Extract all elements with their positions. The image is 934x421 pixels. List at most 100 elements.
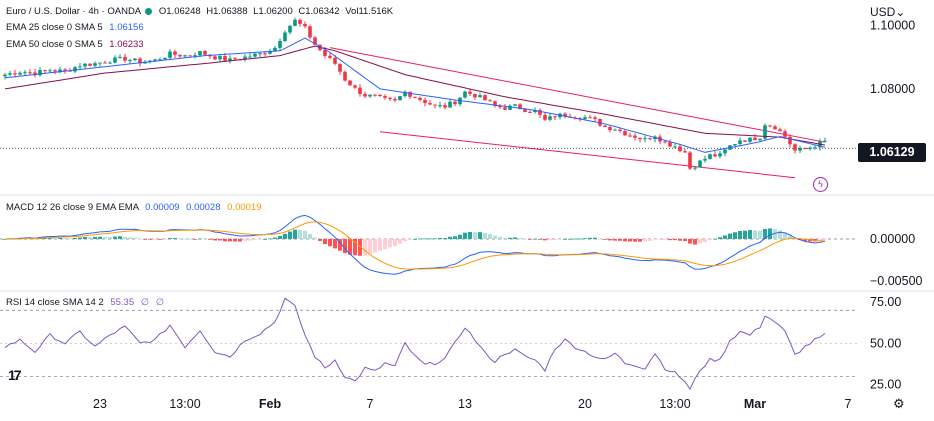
candle-body	[3, 74, 7, 77]
candle-body	[618, 129, 622, 131]
candle-body	[388, 97, 392, 99]
candle-body	[643, 138, 647, 140]
axes: 1.10000 1.08000 0.00000 −0.00500 75.00 50.00 2…	[93, 18, 922, 411]
macd-histogram-bar	[723, 235, 727, 239]
macd-histogram-bar	[78, 237, 82, 239]
macd-histogram-bar	[313, 237, 317, 239]
ohlc-values: O1.06248 H1.06388 L1.06200 C1.06342 Vol1…	[159, 6, 396, 17]
candle-body	[638, 137, 642, 140]
currency-selector[interactable]: USD⌄	[870, 5, 905, 19]
tradingview-logo-icon[interactable]: 17	[8, 367, 22, 383]
candle-body	[78, 66, 82, 68]
macd-histogram-bar	[338, 238, 342, 251]
rsi-legend[interactable]: RSI 14 close SMA 14 2 55.35 ∅ ∅	[6, 297, 164, 309]
candle-body	[448, 101, 452, 108]
candle-body	[48, 70, 52, 72]
candle-body	[788, 136, 792, 145]
macd-histogram-bar	[643, 238, 647, 242]
candle-body	[748, 137, 752, 142]
macd-histogram-bar	[758, 230, 762, 239]
ema50-legend[interactable]: EMA 50 close 0 SMA 5 1.06233	[6, 39, 144, 51]
macd-histogram-bar	[818, 238, 822, 241]
candle-body	[393, 98, 397, 101]
candle-body	[398, 96, 402, 101]
macd-histogram-bar	[158, 238, 162, 240]
candle-body	[273, 47, 277, 52]
candle-body	[173, 51, 177, 55]
macd-histogram-bar	[413, 238, 417, 240]
candle-body	[683, 151, 687, 153]
candle-body	[488, 100, 492, 102]
macd-legend[interactable]: MACD 12 26 close 9 EMA EMA 0.00009 0.000…	[6, 202, 261, 214]
ema25-legend[interactable]: EMA 25 close 0 SMA 5 1.06156	[6, 22, 144, 34]
macd-histogram-bar	[518, 237, 522, 239]
price-pane[interactable]	[0, 17, 858, 179]
candle-body	[28, 72, 32, 74]
macd-histogram-bar	[608, 238, 612, 241]
macd-histogram-bar	[63, 238, 67, 239]
lightning-icon[interactable]: ϟ	[813, 177, 828, 192]
candle-body	[248, 56, 252, 58]
macd-value: 0.00009	[145, 202, 180, 213]
macd-histogram-bar	[213, 238, 217, 241]
candle-body	[453, 101, 457, 105]
macd-histogram-bar	[633, 238, 637, 242]
macd-histogram-bar	[578, 238, 582, 240]
macd-histogram-bar	[498, 236, 502, 239]
macd-pane[interactable]	[0, 214, 858, 275]
candle-body	[133, 58, 137, 61]
candle-body	[463, 91, 467, 98]
candle-body	[268, 51, 272, 54]
candle-body	[83, 63, 87, 67]
candle-body	[58, 69, 62, 72]
macd-histogram-bar	[398, 238, 402, 244]
candle-body	[823, 140, 827, 142]
macd-histogram-bar	[778, 230, 782, 239]
candle-body	[663, 141, 667, 143]
candle-body	[698, 160, 702, 168]
candle-body	[168, 51, 172, 58]
macd-histogram-bar	[478, 232, 482, 239]
candle-body	[118, 56, 122, 58]
macd-histogram-bar	[248, 238, 252, 241]
time-tick-label: Feb	[259, 397, 282, 411]
gear-icon[interactable]: ⚙	[893, 396, 905, 411]
macd-histogram-bar	[728, 233, 732, 239]
macd-histogram-bar	[788, 235, 792, 239]
macd-histogram-bar	[183, 238, 187, 240]
grid	[0, 194, 934, 292]
candle-body	[328, 55, 332, 58]
macd-histogram-bar	[613, 238, 617, 241]
close-value: C1.06342	[298, 6, 340, 17]
rsi-pane[interactable]	[0, 297, 858, 391]
macd-histogram-bar	[298, 229, 302, 239]
time-tick-label: 13	[458, 397, 472, 411]
macd-histogram-bar	[688, 238, 692, 244]
symbol-legend[interactable]: Euro / U.S. Dollar · 4h · OANDA O1.06248…	[6, 6, 396, 18]
macd-histogram-bar	[658, 238, 662, 240]
candle-body	[743, 140, 747, 142]
macd-histogram-bar	[488, 234, 492, 239]
candle-body	[343, 71, 347, 81]
macd-histogram-bar	[503, 237, 507, 239]
macd-histogram-bar	[268, 238, 272, 240]
macd-histogram-bar	[353, 238, 357, 256]
macd-histogram-bar	[238, 238, 242, 242]
chevron-down-icon: ⌄	[895, 5, 906, 19]
candle-body	[723, 149, 727, 154]
macd-histogram-bar	[388, 238, 392, 248]
macd-histogram-bar	[153, 238, 157, 240]
candle-body	[103, 62, 107, 64]
macd-histogram-bar	[693, 238, 697, 245]
macd-histogram-bar	[738, 230, 742, 239]
symbol-title: Euro / U.S. Dollar · 4h · OANDA	[6, 6, 141, 17]
market-status-icon	[145, 8, 153, 15]
macd-tick-label: 0.00000	[870, 232, 915, 246]
macd-histogram-bar	[168, 238, 172, 239]
candle-body	[93, 63, 97, 66]
time-tick-label: 13:00	[169, 397, 200, 411]
candle-body	[183, 55, 187, 57]
candle-body	[738, 140, 742, 145]
macd-histogram-bar	[288, 231, 292, 239]
